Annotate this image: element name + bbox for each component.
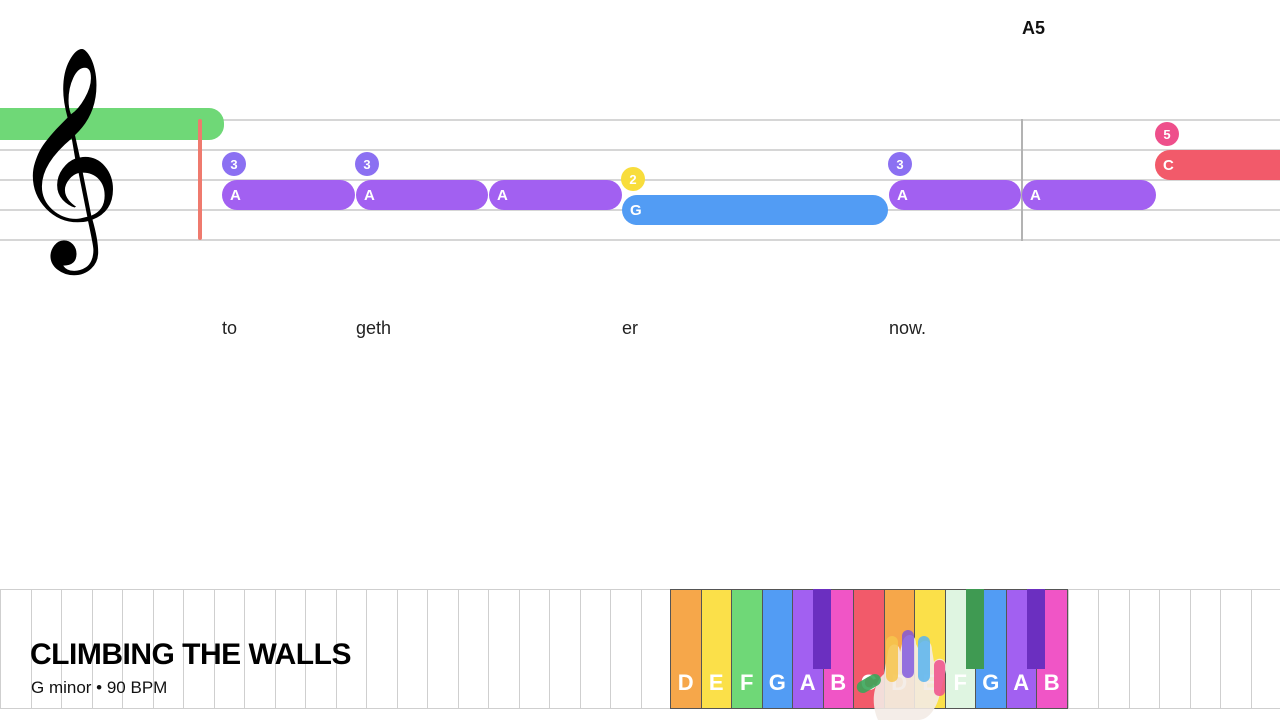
piano-white-key[interactable] bbox=[1098, 589, 1129, 709]
piano-white-key[interactable] bbox=[610, 589, 641, 709]
piano-white-key[interactable] bbox=[0, 589, 31, 709]
piano-white-key[interactable] bbox=[274, 589, 305, 709]
note-letter: G bbox=[630, 201, 642, 219]
note-bar: C bbox=[1155, 150, 1280, 180]
piano-black-key[interactable] bbox=[966, 589, 984, 669]
piano-white-key[interactable] bbox=[30, 589, 61, 709]
piano-white-key[interactable] bbox=[61, 589, 92, 709]
staff-line bbox=[0, 119, 1280, 121]
treble-clef-icon: 𝄞 bbox=[10, 44, 123, 265]
piano-white-key[interactable] bbox=[549, 589, 580, 709]
note-bar: A bbox=[889, 180, 1021, 210]
piano-white-key[interactable] bbox=[335, 589, 366, 709]
piano-white-key[interactable] bbox=[457, 589, 488, 709]
finger-number-badge: 3 bbox=[888, 152, 912, 176]
staff-line bbox=[0, 239, 1280, 241]
note-previous bbox=[0, 108, 224, 140]
piano-white-key[interactable] bbox=[366, 589, 397, 709]
song-title: CLIMBING THE WALLS bbox=[30, 638, 351, 671]
piano-white-key[interactable] bbox=[427, 589, 458, 709]
piano-white-key[interactable] bbox=[518, 589, 549, 709]
piano-key-g[interactable]: G bbox=[761, 589, 792, 709]
piano-white-key[interactable] bbox=[579, 589, 610, 709]
piano-key-e[interactable]: E bbox=[700, 589, 731, 709]
finger-number-badge: 3 bbox=[222, 152, 246, 176]
note-bar: A bbox=[1022, 180, 1156, 210]
playhead bbox=[198, 119, 202, 240]
piano-white-key[interactable] bbox=[1159, 589, 1190, 709]
finger-number-badge: 3 bbox=[355, 152, 379, 176]
lyric-syllable: to bbox=[222, 318, 238, 338]
note-letter: A bbox=[497, 186, 508, 204]
piano-white-key[interactable] bbox=[213, 589, 244, 709]
note-bar: A bbox=[489, 180, 622, 210]
note-letter: A bbox=[897, 186, 908, 204]
staff-line bbox=[0, 149, 1280, 151]
note-bar: A bbox=[356, 180, 488, 210]
lyric-syllable: geth bbox=[356, 318, 392, 338]
finger-number-badge: 2 bbox=[621, 167, 645, 191]
piano-white-key[interactable] bbox=[152, 589, 183, 709]
song-subtitle: G minor • 90 BPM bbox=[31, 678, 168, 697]
piano-white-key[interactable] bbox=[244, 589, 275, 709]
note-letter: A bbox=[1030, 186, 1041, 204]
lyric-syllable: now. bbox=[889, 318, 927, 338]
piano-white-key[interactable] bbox=[1250, 589, 1280, 709]
finger-number-badge: 5 bbox=[1155, 122, 1179, 146]
note-bar: A bbox=[222, 180, 355, 210]
bar-line bbox=[1021, 119, 1023, 241]
piano-white-key[interactable] bbox=[1220, 589, 1251, 709]
hand-guide-icon bbox=[856, 630, 947, 720]
piano-black-key[interactable] bbox=[813, 589, 831, 669]
piano-white-key[interactable] bbox=[305, 589, 336, 709]
piano-white-key[interactable] bbox=[91, 589, 122, 709]
note-letter: C bbox=[1163, 156, 1174, 174]
piano-white-key[interactable] bbox=[1128, 589, 1159, 709]
piano-white-key[interactable] bbox=[640, 589, 671, 709]
current-note-label: A5 bbox=[1022, 18, 1046, 38]
piano-white-key[interactable] bbox=[1189, 589, 1220, 709]
piano-black-key[interactable] bbox=[1027, 589, 1045, 669]
note-letter: A bbox=[230, 186, 241, 204]
lyric-syllable: er bbox=[622, 318, 639, 338]
keyboard-range-end bbox=[1066, 589, 1068, 709]
note-bar: G bbox=[622, 195, 888, 225]
piano-white-key[interactable] bbox=[396, 589, 427, 709]
piano-key-f[interactable]: F bbox=[731, 589, 762, 709]
note-letter: A bbox=[364, 186, 375, 204]
piano-white-key[interactable] bbox=[122, 589, 153, 709]
piano-white-key[interactable] bbox=[1067, 589, 1098, 709]
piano-white-key[interactable] bbox=[183, 589, 214, 709]
piano-white-key[interactable] bbox=[488, 589, 519, 709]
piano-key-d[interactable]: D bbox=[670, 589, 701, 709]
